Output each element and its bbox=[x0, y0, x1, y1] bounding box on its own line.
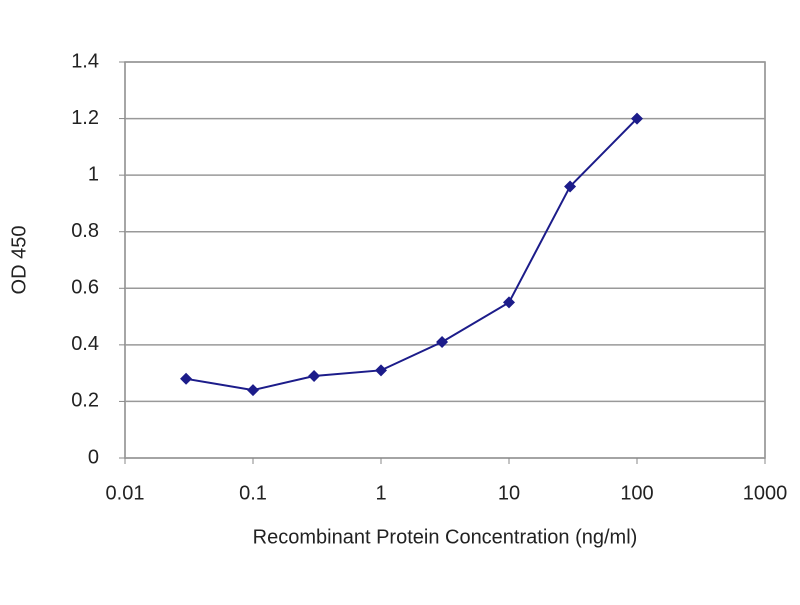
y-tick-label: 0.8 bbox=[71, 220, 99, 242]
data-point bbox=[375, 364, 387, 377]
y-tick-label: 0.6 bbox=[71, 277, 99, 299]
y-tick-label: 0.2 bbox=[71, 390, 99, 412]
data-point bbox=[436, 336, 449, 349]
data-point bbox=[247, 384, 259, 397]
y-tick-label: 1 bbox=[88, 163, 99, 185]
x-tick-label: 0.01 bbox=[106, 482, 145, 504]
data-point bbox=[564, 180, 577, 193]
x-tick-label: 1 bbox=[375, 482, 386, 504]
y-axis-label: OD 450 bbox=[8, 226, 30, 295]
y-tick-label: 1.2 bbox=[71, 107, 99, 129]
x-tick-label: 1000 bbox=[743, 482, 788, 504]
y-tick-label: 1.4 bbox=[71, 50, 99, 72]
data-point bbox=[503, 296, 515, 309]
data-point bbox=[180, 372, 193, 385]
plot-frame bbox=[124, 61, 766, 459]
x-tick-label: 0.1 bbox=[239, 482, 267, 504]
y-tick-label: 0 bbox=[88, 446, 99, 468]
x-axis-label: Recombinant Protein Concentration (ng/ml… bbox=[253, 526, 638, 548]
data-point bbox=[308, 369, 321, 382]
y-tick-label: 0.4 bbox=[71, 333, 99, 355]
data-point bbox=[631, 112, 643, 125]
x-tick-label: 100 bbox=[620, 482, 653, 504]
x-tick-label: 10 bbox=[498, 482, 520, 504]
series-line bbox=[185, 117, 638, 392]
